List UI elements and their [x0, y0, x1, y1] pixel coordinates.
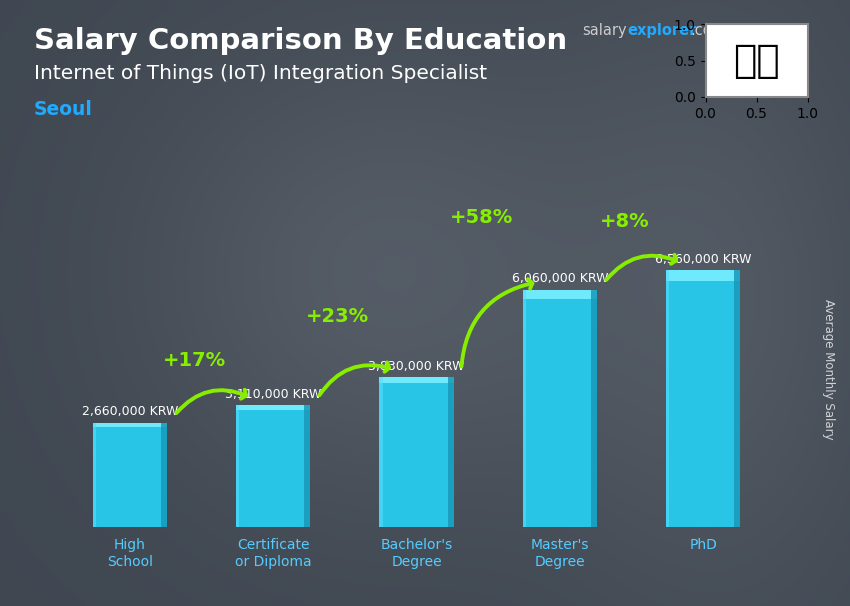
Bar [236, 405, 240, 527]
Text: +23%: +23% [306, 307, 369, 326]
Text: 6,060,000 KRW: 6,060,000 KRW [512, 272, 608, 285]
Text: Average Monthly Salary: Average Monthly Salary [822, 299, 836, 440]
Bar [379, 377, 454, 527]
Text: 2,660,000 KRW: 2,660,000 KRW [82, 405, 178, 418]
Text: Internet of Things (IoT) Integration Specialist: Internet of Things (IoT) Integration Spe… [34, 64, 487, 82]
Bar [523, 290, 597, 527]
Bar [236, 405, 310, 527]
Bar [734, 270, 740, 527]
Bar [162, 423, 167, 527]
Bar [304, 405, 310, 527]
Bar [523, 290, 526, 527]
Text: .com: .com [690, 23, 726, 38]
Bar [523, 290, 597, 299]
Bar [236, 405, 310, 410]
Bar [591, 290, 597, 527]
Text: Salary Comparison By Education: Salary Comparison By Education [34, 27, 567, 55]
Bar [379, 377, 382, 527]
Text: 🇰🇷: 🇰🇷 [733, 42, 779, 79]
Bar [379, 377, 454, 383]
Bar [666, 270, 740, 527]
Text: 6,560,000 KRW: 6,560,000 KRW [654, 253, 751, 265]
Text: +58%: +58% [450, 208, 513, 227]
Bar [666, 270, 740, 281]
Text: 3,110,000 KRW: 3,110,000 KRW [225, 388, 321, 401]
Text: explorer: explorer [627, 23, 697, 38]
Bar [93, 423, 167, 527]
Text: 3,830,000 KRW: 3,830,000 KRW [368, 359, 465, 373]
Text: salary: salary [582, 23, 626, 38]
Text: +17%: +17% [162, 351, 226, 370]
Text: +8%: +8% [599, 212, 649, 231]
Bar [666, 270, 670, 527]
Bar [93, 423, 96, 527]
Bar [448, 377, 454, 527]
Text: Seoul: Seoul [34, 100, 93, 119]
Bar [93, 423, 167, 427]
